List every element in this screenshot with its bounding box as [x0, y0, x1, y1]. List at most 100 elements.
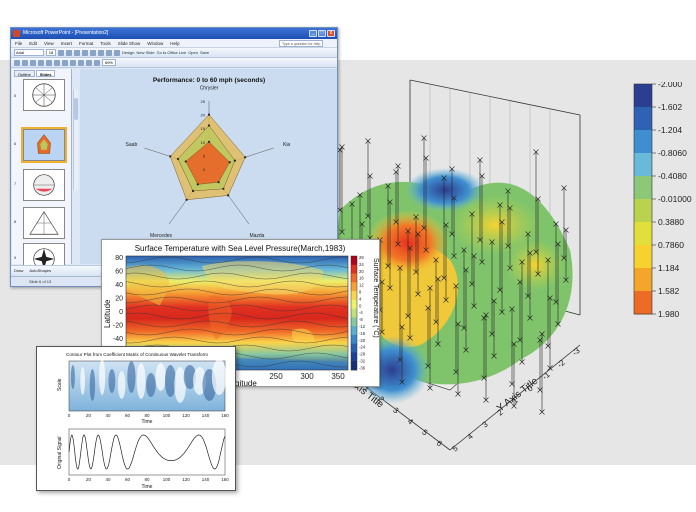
wavelet-signal-area	[68, 428, 226, 476]
menu-view[interactable]: View	[44, 41, 54, 46]
redo-icon[interactable]	[78, 59, 84, 66]
chart-icon[interactable]	[86, 59, 92, 66]
wavelet-contour-blob	[146, 373, 156, 397]
menu-help[interactable]: Help	[170, 41, 180, 46]
surface-colorbar-segment	[634, 130, 652, 154]
radar-point	[222, 187, 225, 190]
radar-point	[169, 155, 172, 158]
sst-colorbar-segment	[351, 273, 357, 283]
radar-category-label: Saab	[126, 142, 138, 148]
surface-point-marker	[535, 196, 541, 202]
bullets-icon[interactable]	[106, 49, 112, 56]
align-center-icon[interactable]	[90, 49, 96, 56]
wavelet-signal-line	[68, 434, 226, 470]
wavelet-contour-blob	[136, 363, 146, 399]
slide-thumbnail[interactable]	[23, 169, 65, 201]
radar-point	[233, 159, 236, 162]
slide-thumbnail-selected[interactable]	[21, 127, 67, 163]
slide-thumbnail[interactable]	[23, 207, 65, 239]
close-icon[interactable]: x	[327, 30, 335, 37]
minimize-icon[interactable]: _	[309, 30, 317, 37]
menu-window[interactable]: Window	[147, 41, 164, 46]
new-icon[interactable]	[14, 59, 20, 66]
surface-point-marker	[563, 227, 569, 233]
menu-format[interactable]: Format	[78, 41, 94, 46]
underline-icon[interactable]	[74, 49, 80, 56]
slide-thumbnail[interactable]	[23, 79, 65, 111]
menu-insert[interactable]: Insert	[60, 41, 72, 46]
font-color-icon[interactable]	[114, 49, 120, 56]
surface-x-tick-label: 1	[362, 384, 372, 394]
surface-point-marker	[469, 211, 475, 217]
radar-series-area	[185, 141, 231, 185]
italic-icon[interactable]	[66, 49, 72, 56]
font-size-select[interactable]: 18	[46, 49, 56, 56]
surface-point-marker	[483, 312, 489, 318]
radar-category-label: Chrysler	[200, 85, 219, 91]
design-button[interactable]: Design	[122, 50, 135, 55]
align-left-icon[interactable]	[82, 49, 88, 56]
menu-edit[interactable]: Edit	[29, 41, 38, 46]
zoom-select[interactable]: 69%	[102, 59, 116, 66]
sst-contour-line	[126, 328, 348, 336]
save-icon[interactable]	[30, 59, 36, 66]
wavelet-contour-blob	[127, 361, 136, 393]
open-icon[interactable]	[22, 59, 28, 66]
maximize-icon[interactable]: □	[318, 30, 326, 37]
radar-point	[227, 194, 230, 197]
menu-file[interactable]: File	[15, 41, 23, 46]
surface-point-marker	[479, 259, 485, 265]
sst-colorbar-segment	[351, 308, 357, 318]
menu-tools[interactable]: Tools	[100, 41, 111, 46]
sst-colorbar-segment	[351, 326, 357, 336]
sst-contour-line	[126, 304, 348, 312]
undo-icon[interactable]	[70, 59, 76, 66]
sst-colorbar-segment	[351, 256, 357, 266]
office-live-button[interactable]: Go to Office Live	[156, 50, 187, 55]
tab-slides[interactable]: Slides	[35, 70, 56, 77]
sst-y-axis-label: Latitude	[103, 299, 112, 328]
window-titlebar[interactable]: Microsoft PowerPoint - [Presentation2] _…	[11, 28, 337, 39]
land-eurasia	[202, 261, 324, 295]
sst-colorbar-tick: 12	[359, 283, 364, 288]
sst-colorbar-tick: -32	[359, 359, 366, 364]
powerpoint-icon	[13, 30, 20, 37]
wavelet-x-tick-label: 80	[144, 477, 150, 482]
sst-colorbar-segment	[351, 352, 357, 362]
surface-y-tick-label: -1	[541, 370, 553, 382]
sst-colorbar-segment	[351, 299, 357, 309]
surface-point-marker	[449, 231, 455, 237]
sst-colorbar-tick: -8	[359, 317, 363, 322]
slides-pane-scrollbar[interactable]	[73, 90, 78, 190]
help-search-input[interactable]: Type a question for help	[279, 40, 323, 47]
open-button[interactable]: Open	[188, 50, 198, 55]
align-right-icon[interactable]	[98, 49, 104, 56]
tab-outline[interactable]: Outline	[14, 70, 35, 77]
draw-menu-button[interactable]: Draw	[14, 268, 24, 273]
wavelet-contour-blob	[80, 367, 85, 395]
slide-canvas[interactable]: Performance: 0 to 60 mph (seconds) 0 5 10 1…	[80, 69, 337, 264]
surface-point-marker	[477, 237, 483, 243]
table-icon[interactable]	[94, 59, 100, 66]
slide-counter: Slide 6 of 13	[29, 279, 52, 284]
new-slide-button[interactable]: New Slide	[136, 50, 155, 55]
save-button[interactable]: Save	[199, 50, 210, 55]
surface-point-marker	[561, 185, 567, 191]
surface-point-marker	[393, 219, 399, 225]
cut-icon[interactable]	[46, 59, 52, 66]
surface-point-marker	[451, 195, 457, 201]
radar-point	[196, 183, 199, 186]
bold-icon[interactable]	[58, 49, 64, 56]
wavelet-x-tick-label: 0	[68, 413, 71, 418]
surface-point-marker	[491, 353, 497, 359]
surface-point-marker	[463, 267, 469, 273]
menu-slide-show[interactable]: Slide Show	[117, 41, 141, 46]
font-name-select[interactable]: Arial	[14, 49, 44, 56]
autoshapes-button[interactable]: AutoShapes	[29, 268, 52, 273]
copy-icon[interactable]	[54, 59, 60, 66]
surface-point-marker	[421, 225, 427, 231]
paste-icon[interactable]	[62, 59, 68, 66]
surface-point-marker	[413, 214, 419, 220]
sst-contour-line	[126, 312, 348, 320]
print-icon[interactable]	[38, 59, 44, 66]
